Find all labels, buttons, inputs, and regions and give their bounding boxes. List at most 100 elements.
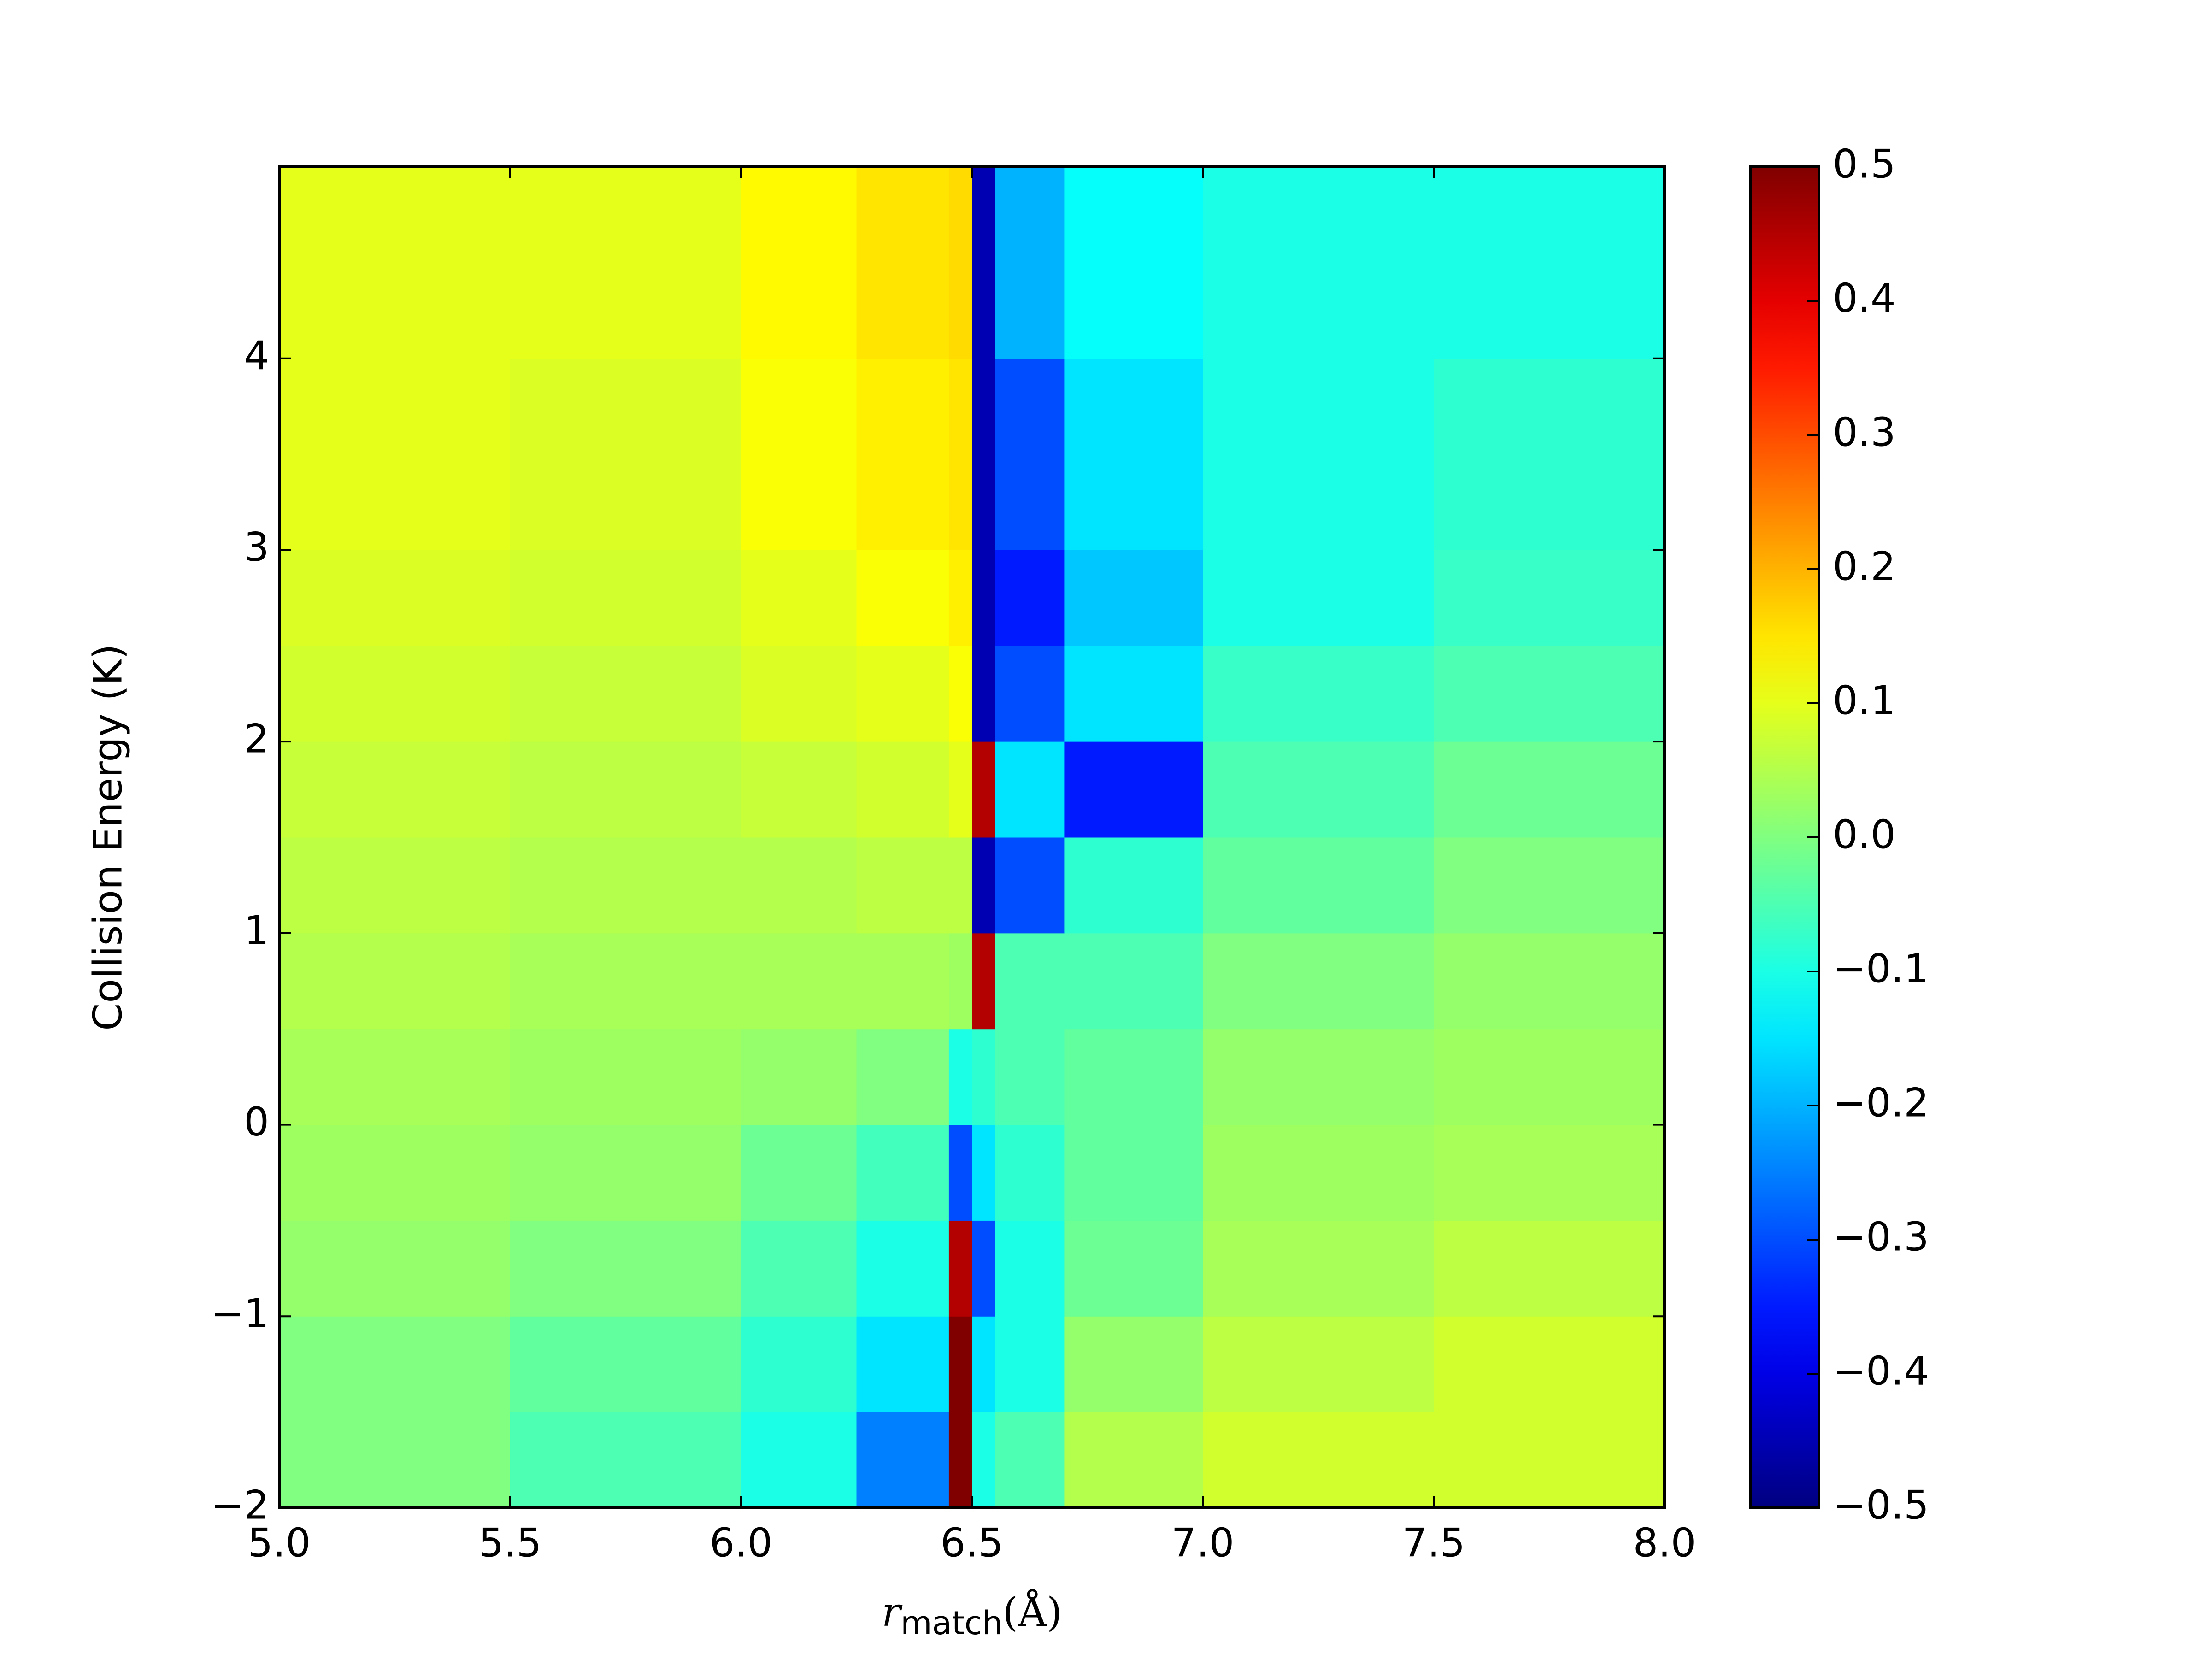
heatmap-cell (856, 1124, 949, 1221)
heatmap-cell (741, 1124, 857, 1221)
heatmap-cell (510, 1316, 741, 1412)
colorbar-tick-label: 0.2 (1833, 543, 1896, 589)
y-tick-label: 3 (244, 524, 269, 571)
heatmap-cell (972, 167, 995, 359)
heatmap-cell (995, 646, 1065, 742)
heatmap-cell (995, 1412, 1065, 1508)
heatmap-cell (1064, 1124, 1203, 1221)
x-tick-label: 7.5 (1402, 1520, 1465, 1566)
heatmap-cell (1203, 837, 1434, 934)
heatmap-cell (741, 1316, 857, 1412)
heatmap-cell (856, 167, 949, 359)
heatmap-cell (856, 1316, 949, 1412)
colorbar-tick-label: 0.0 (1833, 812, 1896, 858)
heatmap-cell (510, 646, 741, 742)
heatmap-cell (1064, 933, 1203, 1030)
colorbar-tick-label: −0.1 (1833, 946, 1929, 992)
heatmap-cell (972, 741, 995, 838)
heatmap-cell (972, 1316, 995, 1412)
heatmap-cell (948, 1412, 972, 1508)
heatmap-cell (279, 550, 511, 646)
x-label-symbol: r (882, 1589, 903, 1635)
heatmap-cell (995, 1029, 1065, 1125)
heatmap-cell (741, 167, 857, 359)
heatmap-cell (972, 1124, 995, 1221)
heatmap-cell (1064, 837, 1203, 934)
colorbar-tick-label: −0.2 (1833, 1080, 1929, 1126)
heatmap-cell (510, 933, 741, 1030)
heatmap-cell (948, 1316, 972, 1412)
heatmap-cell (741, 358, 857, 550)
heatmap-cell (279, 1124, 511, 1221)
heatmap-cell (1203, 933, 1434, 1030)
heatmap-cell (948, 837, 972, 934)
heatmap-cell (1203, 741, 1434, 838)
heatmap-cell (995, 933, 1065, 1030)
heatmap-cell (741, 933, 857, 1030)
heatmap-cell (856, 1029, 949, 1125)
heatmap-cell (510, 1029, 741, 1125)
heatmap-cell (948, 550, 972, 646)
x-axis-label: rmatch(Å) (882, 1589, 1062, 1642)
x-tick-label: 7.0 (1171, 1520, 1235, 1566)
heatmap-cell (1434, 358, 1665, 550)
heatmap-cell (995, 358, 1065, 550)
heatmap-cell (1064, 646, 1203, 742)
heatmap-cell (1203, 1220, 1434, 1317)
heatmap-cell (279, 646, 511, 742)
heatmap-cell (1434, 1029, 1665, 1125)
colorbar-tick-label: −0.3 (1833, 1214, 1929, 1260)
heatmap-cell (972, 933, 995, 1030)
heatmap-cell (279, 1316, 511, 1412)
heatmap-cell (1064, 358, 1203, 550)
heatmap-cell (948, 358, 972, 550)
heatmap-cell (510, 1220, 741, 1317)
heatmap-cell (972, 358, 995, 550)
heatmap-cell (279, 933, 511, 1030)
y-tick-label: −2 (211, 1482, 269, 1528)
colorbar-tick-label: 0.1 (1833, 677, 1896, 724)
heatmap-cell (510, 167, 741, 359)
x-tick-label: 6.5 (941, 1520, 1004, 1566)
colorbar-tick-label: 0.5 (1833, 141, 1896, 187)
heatmap-cell (1064, 167, 1203, 359)
heatmap-cell (995, 741, 1065, 838)
heatmap-cell (995, 1316, 1065, 1412)
heatmap-cell (972, 646, 995, 742)
heatmap-cell (1203, 358, 1434, 550)
heatmap-cell (741, 1029, 857, 1125)
heatmap-cell (1434, 741, 1665, 838)
heatmap-cell (995, 550, 1065, 646)
heatmap-cell (972, 1220, 995, 1317)
heatmap-cell (948, 646, 972, 742)
y-tick-label: 2 (244, 716, 269, 762)
y-tick-label: 1 (244, 907, 269, 953)
heatmap-cell (1203, 550, 1434, 646)
heatmap-cell (510, 358, 741, 550)
heatmap-cell (948, 1220, 972, 1317)
heatmap-cell (948, 167, 972, 359)
heatmap-cell (856, 646, 949, 742)
heatmap-cell (1434, 1124, 1665, 1221)
x-tick-label: 5.5 (479, 1520, 542, 1566)
heatmap-cell (995, 1124, 1065, 1221)
heatmap-cell (1203, 167, 1434, 359)
heatmap-cell (1434, 1316, 1665, 1412)
heatmap-cell (741, 646, 857, 742)
heatmap-cell (1203, 1412, 1434, 1508)
heatmap-cell (510, 741, 741, 838)
y-tick-label: 4 (244, 333, 269, 379)
heatmap-cell (1064, 1316, 1203, 1412)
x-label-subscript: match (900, 1604, 1002, 1642)
heatmap-cell (279, 358, 511, 550)
heatmap-cell (995, 1220, 1065, 1317)
heatmap-cell (1203, 646, 1434, 742)
heatmap-cell (279, 1220, 511, 1317)
heatmap-cell (510, 550, 741, 646)
x-tick-label: 6.0 (710, 1520, 773, 1566)
heatmap-cell (856, 1220, 949, 1317)
heatmap-cell (510, 837, 741, 934)
colorbar-tick-label: 0.4 (1833, 275, 1896, 321)
x-tick-label: 8.0 (1633, 1520, 1696, 1566)
